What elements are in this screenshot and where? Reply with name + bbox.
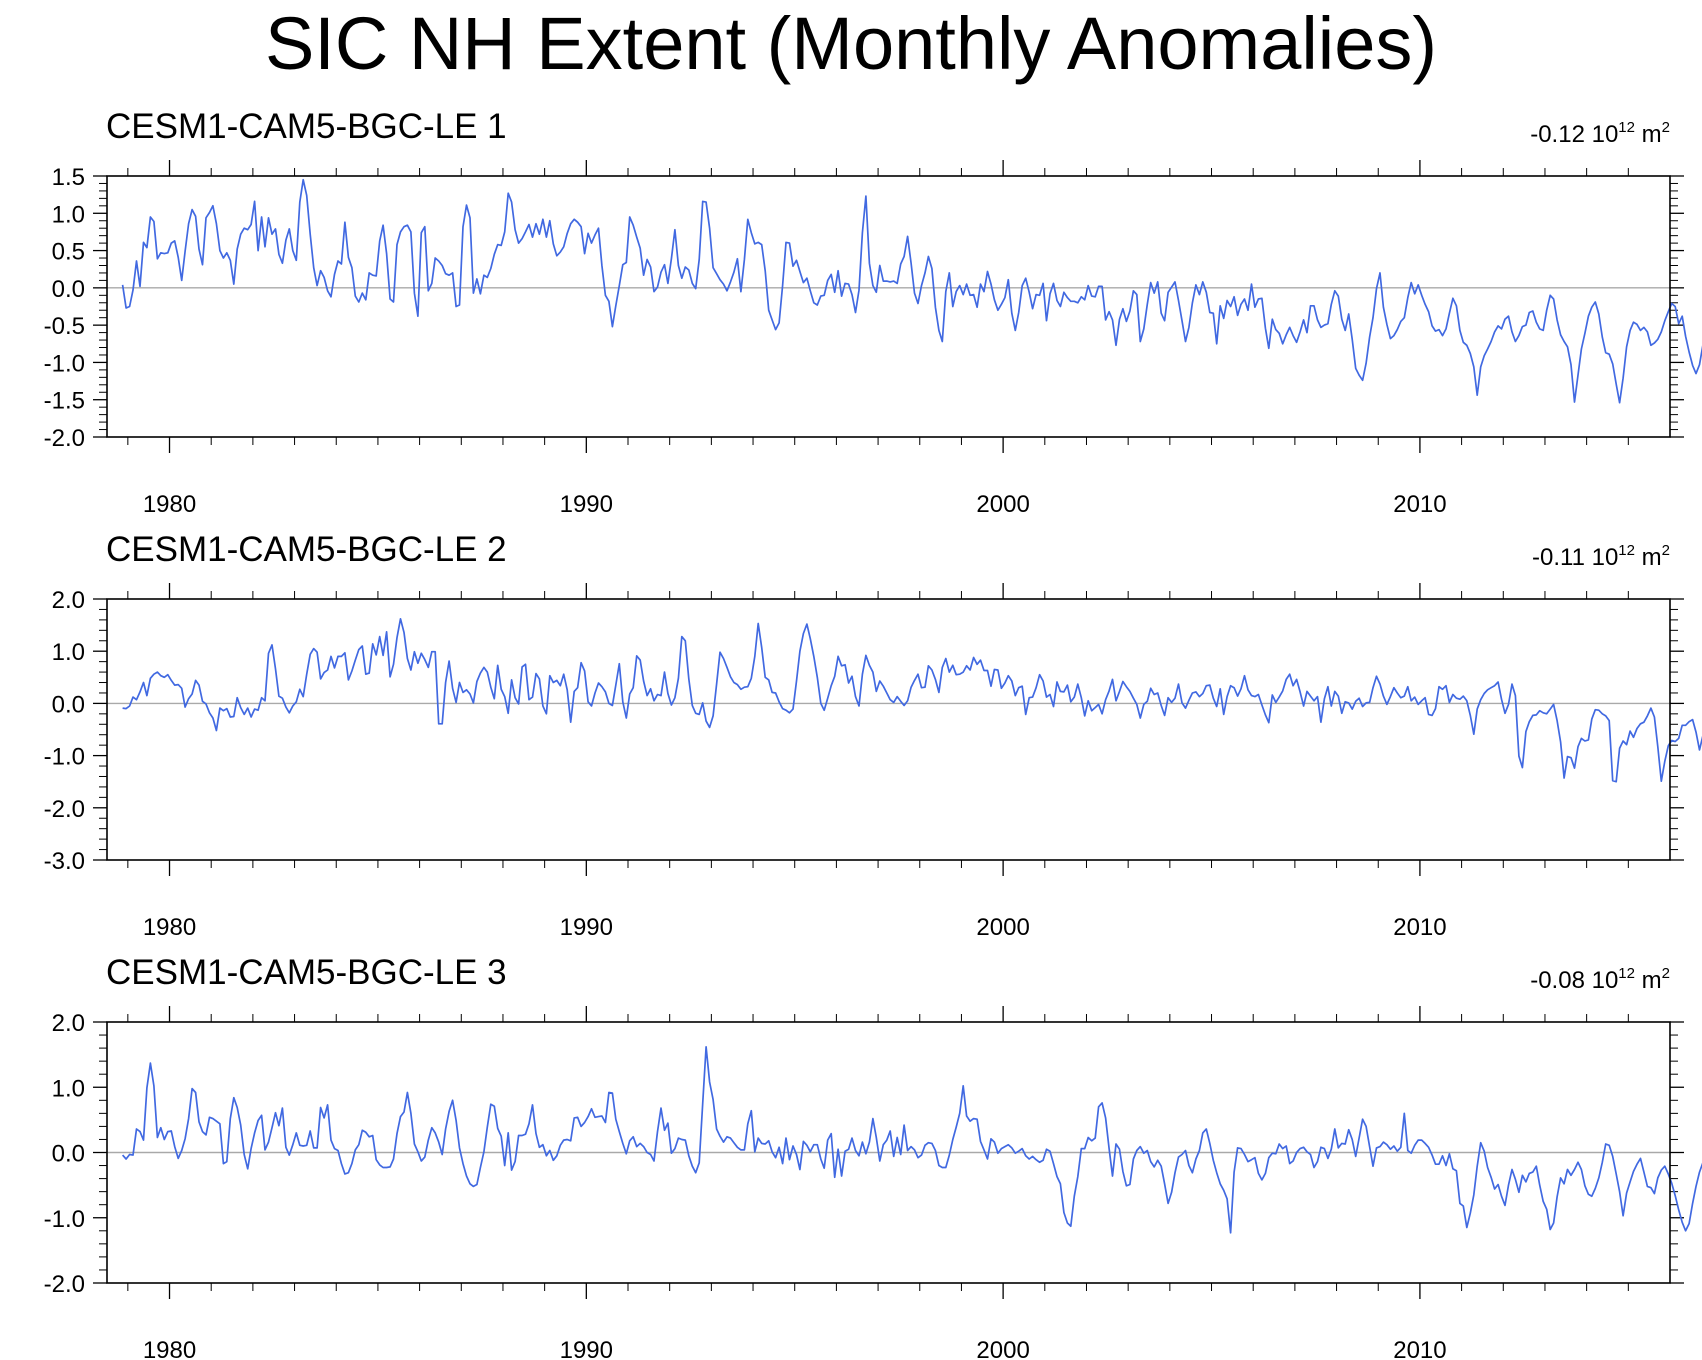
main-title: SIC NH Extent (Monthly Anomalies) [264,2,1438,85]
y-tick-label: 2.0 [52,587,85,614]
y-tick-label: 0.0 [52,1141,85,1168]
x-tick-label: 2010 [1393,914,1446,941]
right-label-unit-exp: 12 [1618,119,1635,136]
y-tick-label: 1.5 [52,164,85,191]
y-tick-label: -1.0 [44,1206,85,1233]
plot-frame [106,598,1671,861]
right-label-unit-exp2: 2 [1662,119,1670,136]
series-line [121,178,1702,404]
x-tick-label: 1980 [143,491,196,518]
panel-right-label: -0.12 1012 m2 [1530,119,1670,148]
panel-title: CESM1-CAM5-BGC-LE 2 [106,530,507,569]
y-tick-label: -0.5 [44,313,85,340]
right-label-unit-exp2: 2 [1662,542,1670,559]
y-tick-label: -2.0 [44,796,85,823]
right-label-unit: m [1635,544,1662,571]
right-label-unit-base: 10 [1592,121,1619,148]
right-label-unit-exp: 12 [1618,965,1635,982]
panel-right-label: -0.08 1012 m2 [1530,965,1670,994]
y-tick-label: -2.0 [44,425,85,452]
x-tick-label: 1990 [560,491,613,518]
y-tick-label: 2.0 [52,1010,85,1037]
panel-3: CESM1-CAM5-BGC-LE 3 -0.08 1012 m2 2.0 1.0 0.… [44,953,1702,1360]
series-line [121,1045,1702,1234]
plot-frame [106,1021,1671,1284]
x-tick-label: 1990 [560,914,613,941]
right-label-unit: m [1635,967,1662,994]
y-tick-label: 0.0 [52,691,85,718]
right-label-unit-exp: 12 [1618,542,1635,559]
panel-2: CESM1-CAM5-BGC-LE 2 -0.11 1012 m2 2.0 1.0 0.… [44,530,1702,941]
right-label-value: -0.08 [1530,967,1591,994]
x-tick-label: 1990 [560,1337,613,1360]
panel-1: CESM1-CAM5-BGC-LE 1 -0.12 1012 m2 1.5 1.0 0.… [44,107,1702,518]
panel-title: CESM1-CAM5-BGC-LE 1 [106,107,507,146]
right-label-unit: m [1635,121,1662,148]
x-tick-label: 2010 [1393,491,1446,518]
plot-frame [106,175,1671,438]
y-tick-label: -1.0 [44,350,85,377]
panel-right-label: -0.11 1012 m2 [1532,542,1670,571]
right-label-value: -0.12 [1530,121,1591,148]
right-label-unit-base: 10 [1592,967,1619,994]
x-tick-label: 2000 [976,1337,1029,1360]
x-tick-label: 2000 [976,914,1029,941]
x-tick-label: 2010 [1393,1337,1446,1360]
x-tick-label: 1980 [143,1337,196,1360]
y-tick-label: 0.5 [52,239,85,266]
y-tick-label: 1.0 [52,1075,85,1102]
right-label-unit-base: 10 [1592,544,1619,571]
y-tick-label: -2.0 [44,1271,85,1298]
y-tick-label: 1.0 [52,639,85,666]
series-line [122,617,1702,783]
right-label-value: -0.11 [1532,544,1592,571]
y-tick-label: -3.0 [44,848,85,875]
x-tick-label: 2000 [976,491,1029,518]
y-tick-label: -1.0 [44,744,85,771]
y-tick-label: -1.5 [44,388,85,415]
right-label-unit-exp2: 2 [1662,965,1670,982]
y-tick-label: 0.0 [52,276,85,303]
x-tick-label: 1980 [143,914,196,941]
y-tick-label: 1.0 [52,201,85,228]
panel-title: CESM1-CAM5-BGC-LE 3 [106,953,507,992]
